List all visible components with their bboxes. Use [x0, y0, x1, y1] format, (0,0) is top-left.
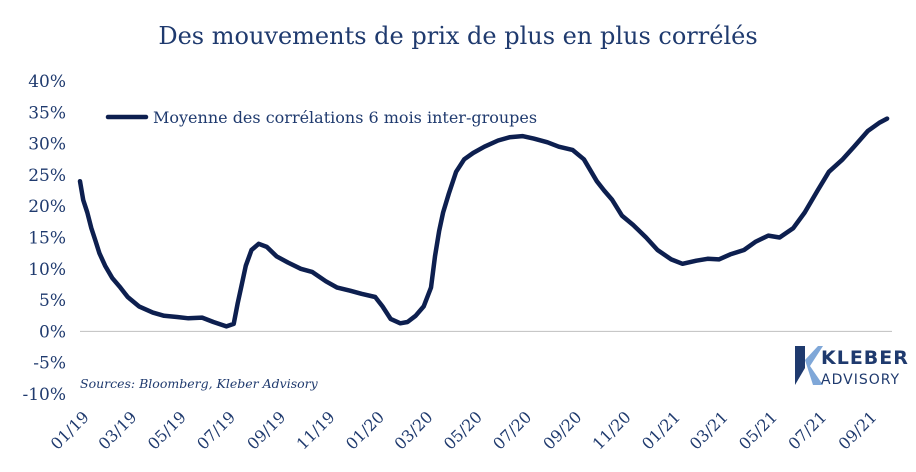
x-tick-label: 07/20 [489, 407, 535, 453]
x-tick-label: 05/19 [144, 407, 190, 453]
source-note: Sources: Bloomberg, Kleber Advisory [80, 376, 319, 391]
x-tick-label: 01/21 [638, 407, 684, 453]
y-tick-label: 40% [28, 72, 66, 92]
y-tick-label: 0% [39, 322, 66, 342]
x-tick-label: 03/21 [686, 407, 732, 453]
x-tick-label: 03/19 [95, 407, 141, 453]
x-tick-label: 01/20 [342, 407, 388, 453]
y-tick-label: 25% [28, 166, 66, 186]
y-tick-label: 10% [28, 260, 66, 280]
x-tick-label: 09/21 [835, 407, 881, 453]
kleber-advisory-logo: KLEBER ADVISORY [795, 346, 909, 388]
legend: Moyenne des corrélations 6 mois inter-gr… [105, 108, 537, 127]
series-line [77, 116, 890, 329]
y-tick-label: 5% [39, 291, 66, 311]
x-tick-label: 05/20 [440, 407, 486, 453]
y-tick-label: 30% [28, 135, 66, 155]
x-tick-label: 01/19 [47, 407, 93, 453]
x-tick-label: 09/19 [243, 407, 289, 453]
x-tick-label: 05/21 [735, 407, 781, 453]
y-tick-label: 20% [28, 197, 66, 217]
svg-text:KLEBER: KLEBER [821, 347, 909, 369]
x-tick-label: 09/20 [539, 407, 585, 453]
y-axis: -10% -5% 0% 5% 10% 15% 20% 25% 30% 35% 40% [22, 72, 66, 405]
y-tick-label: -5% [33, 354, 66, 374]
y-tick-label: -10% [22, 385, 66, 405]
x-axis: 01/19 03/19 05/19 07/19 09/19 11/19 01/20 03/20… [47, 407, 881, 453]
y-tick-label: 15% [28, 229, 66, 249]
x-tick-label: 11/19 [293, 407, 339, 453]
x-tick-label: 07/19 [193, 407, 239, 453]
x-tick-label: 11/20 [589, 407, 635, 453]
x-tick-label: 07/21 [784, 407, 830, 453]
svg-text:ADVISORY: ADVISORY [821, 372, 900, 388]
chart-title: Des mouvements de prix de plus en plus c… [158, 22, 757, 50]
legend-label: Moyenne des corrélations 6 mois inter-gr… [153, 108, 537, 127]
x-tick-label: 03/20 [391, 407, 437, 453]
y-tick-label: 35% [28, 103, 66, 123]
